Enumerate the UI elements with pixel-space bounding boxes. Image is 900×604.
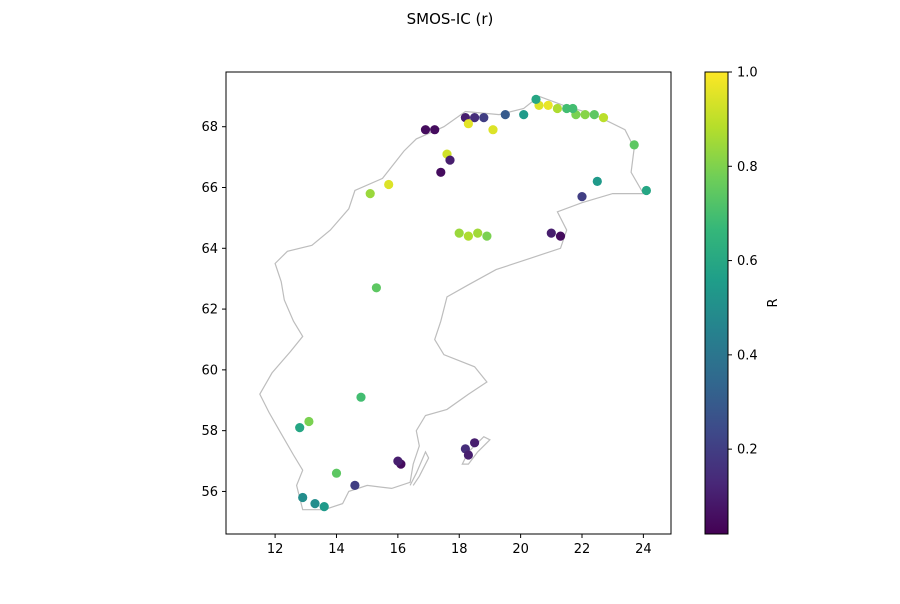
data-point	[552, 103, 563, 114]
data-point	[430, 125, 440, 135]
data-point	[371, 283, 381, 293]
data-point	[531, 94, 541, 104]
chart-title: SMOS-IC (r)	[407, 10, 494, 28]
data-point	[568, 103, 578, 114]
data-point	[543, 100, 553, 110]
x-tick-label: 24	[635, 542, 652, 557]
data-point	[463, 119, 473, 129]
data-point	[319, 502, 329, 512]
data-point	[310, 499, 320, 509]
data-point	[629, 140, 639, 150]
data-point	[365, 189, 375, 199]
y-tick-label: 66	[201, 181, 218, 196]
data-point	[598, 113, 609, 123]
y-tick-label: 60	[201, 363, 218, 378]
y-tick-label: 68	[201, 120, 218, 135]
data-point	[304, 416, 314, 427]
colorbar-tick-label: 0.6	[737, 254, 758, 269]
data-point	[295, 423, 305, 433]
data-point	[641, 185, 652, 196]
colorbar-ticks: 0.2 0.4 0.6 0.8 1.0	[728, 66, 758, 458]
x-tick-label: 22	[574, 542, 591, 557]
data-point	[555, 231, 566, 241]
x-tick-label: 16	[390, 542, 407, 557]
data-point	[500, 110, 510, 120]
data-point	[420, 125, 431, 135]
data-point	[488, 125, 498, 135]
x-tick-label: 12	[267, 542, 284, 557]
data-point	[463, 231, 473, 241]
data-point	[479, 113, 489, 123]
data-point	[470, 438, 480, 448]
data-point	[546, 228, 556, 238]
x-tick-label: 20	[512, 542, 529, 557]
coastline-oland	[409, 450, 430, 486]
coastline-mainland	[259, 95, 645, 511]
colorbar-tick-label: 0.8	[737, 160, 758, 175]
x-axis-ticks: 12 14 16 18 20 22 24	[267, 534, 652, 557]
data-point	[331, 468, 342, 478]
map-area: 12 14 16 18 20 22 24 56 58 60 62 64 66 68	[201, 71, 672, 557]
colorbar-tick-label: 1.0	[737, 66, 758, 81]
y-axis-ticks: 56 58 60 62 64 66 68	[201, 120, 226, 500]
points-layer	[295, 94, 652, 512]
data-point	[519, 110, 529, 120]
colorbar-tick-label: 0.2	[737, 443, 758, 458]
data-point	[454, 228, 464, 238]
plot-frame	[225, 71, 672, 535]
data-point	[589, 110, 599, 120]
data-point	[350, 480, 360, 490]
data-point	[393, 456, 403, 466]
data-point	[445, 155, 455, 165]
data-point	[580, 110, 590, 120]
y-tick-label: 64	[201, 242, 218, 257]
data-point	[463, 450, 473, 460]
data-point	[482, 231, 492, 241]
colorbar-tick-label: 0.4	[737, 348, 758, 363]
y-tick-label: 58	[201, 424, 218, 439]
data-point	[470, 113, 480, 123]
x-tick-label: 18	[451, 542, 468, 557]
x-tick-label: 14	[328, 542, 345, 557]
data-point	[356, 392, 366, 402]
data-point	[436, 167, 446, 177]
data-point	[577, 192, 587, 202]
data-point	[592, 176, 602, 186]
data-point	[384, 179, 394, 190]
colorbar-label: R	[766, 298, 781, 307]
y-tick-label: 62	[201, 303, 218, 318]
y-tick-label: 56	[201, 485, 218, 500]
data-point	[473, 228, 483, 238]
colorbar-gradient	[704, 71, 729, 535]
colorbar: 0.2 0.4 0.6 0.8 1.0 R	[704, 66, 781, 535]
data-point	[298, 492, 308, 503]
